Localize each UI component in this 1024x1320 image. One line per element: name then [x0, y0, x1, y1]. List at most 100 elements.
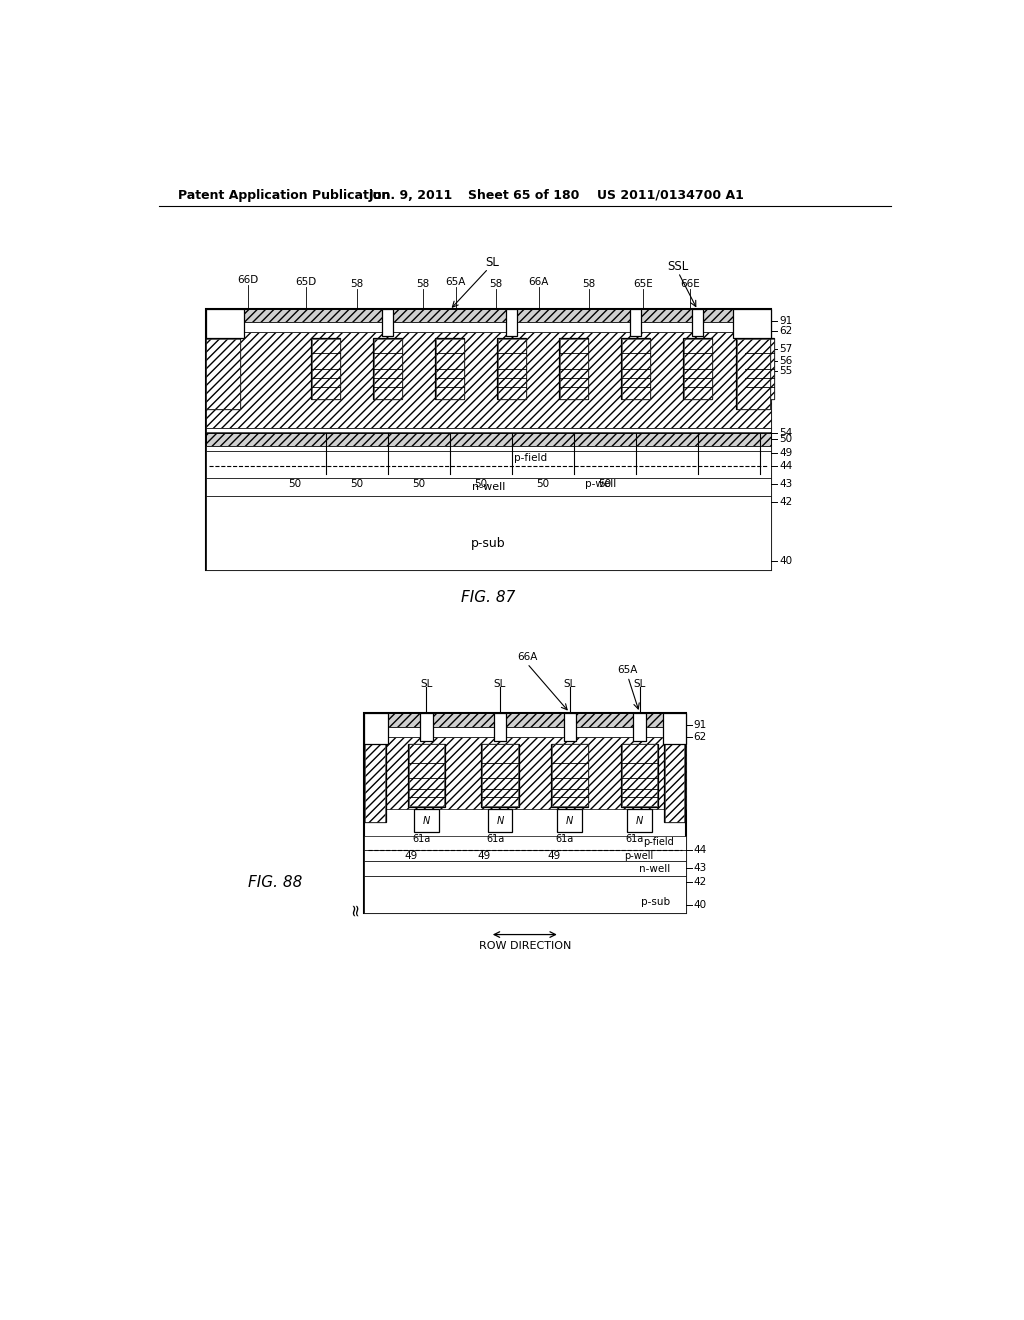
Bar: [206, 322, 771, 331]
Text: Jun. 9, 2011: Jun. 9, 2011: [369, 189, 453, 202]
Bar: [206, 309, 771, 570]
Text: 66A: 66A: [528, 277, 549, 286]
Text: N: N: [497, 816, 504, 825]
Text: 40: 40: [779, 556, 793, 566]
Bar: [206, 339, 240, 409]
Bar: [736, 338, 770, 409]
Bar: [621, 338, 650, 400]
Text: p-field: p-field: [643, 837, 674, 847]
Text: 61a: 61a: [626, 834, 644, 845]
Text: 91: 91: [693, 721, 707, 730]
Text: 65A: 65A: [617, 665, 638, 676]
Bar: [663, 713, 686, 743]
Bar: [373, 338, 402, 400]
Text: 43: 43: [693, 862, 707, 873]
Bar: [206, 309, 245, 338]
Text: 50: 50: [598, 479, 611, 488]
Bar: [365, 862, 686, 876]
Text: p-well: p-well: [624, 850, 653, 861]
Text: 58: 58: [350, 279, 364, 289]
Text: 56: 56: [779, 356, 793, 366]
Bar: [745, 339, 773, 399]
Text: p-sub: p-sub: [641, 898, 671, 907]
Bar: [622, 339, 649, 399]
Text: US 2011/0134700 A1: US 2011/0134700 A1: [597, 189, 744, 202]
Text: 61a: 61a: [413, 834, 431, 845]
Bar: [494, 713, 506, 742]
Bar: [414, 809, 438, 832]
Text: 62: 62: [693, 731, 707, 742]
Bar: [366, 744, 385, 822]
Bar: [552, 744, 588, 807]
Text: 58: 58: [416, 279, 429, 289]
Bar: [665, 743, 685, 822]
Text: SL: SL: [420, 678, 432, 689]
Bar: [622, 744, 657, 807]
Text: p-sub: p-sub: [471, 537, 506, 550]
Bar: [311, 338, 340, 400]
Bar: [365, 836, 686, 850]
Text: 40: 40: [693, 900, 707, 911]
Bar: [311, 339, 340, 399]
Bar: [627, 809, 652, 832]
Text: 50: 50: [474, 479, 487, 488]
Bar: [557, 809, 583, 832]
Bar: [365, 713, 388, 743]
Bar: [563, 713, 575, 742]
Bar: [365, 876, 686, 913]
Bar: [487, 809, 512, 832]
Text: n-well: n-well: [472, 482, 505, 492]
Text: 66D: 66D: [238, 276, 259, 285]
Text: 58: 58: [583, 279, 596, 289]
Bar: [497, 338, 526, 400]
Bar: [420, 713, 432, 742]
Bar: [206, 496, 771, 570]
Text: 44: 44: [693, 845, 707, 855]
Bar: [435, 339, 464, 399]
Text: SL: SL: [485, 256, 499, 269]
Bar: [732, 309, 771, 338]
Bar: [621, 743, 658, 807]
Text: 65D: 65D: [296, 277, 316, 286]
Text: 65A: 65A: [445, 277, 466, 286]
Bar: [206, 478, 771, 496]
Text: N: N: [636, 816, 643, 825]
Bar: [206, 338, 241, 409]
Text: ROW DIRECTION: ROW DIRECTION: [478, 941, 571, 952]
Bar: [374, 339, 401, 399]
Bar: [692, 309, 703, 335]
Text: 43: 43: [779, 479, 793, 490]
Bar: [683, 338, 713, 400]
Bar: [365, 738, 686, 809]
Bar: [365, 713, 686, 726]
Text: SL: SL: [563, 678, 575, 689]
Text: 42: 42: [779, 496, 793, 507]
Text: N: N: [566, 816, 573, 825]
Text: 50: 50: [536, 479, 549, 488]
Text: p-field: p-field: [514, 453, 548, 462]
Text: 65E: 65E: [634, 279, 653, 289]
Text: 66A: 66A: [517, 652, 538, 663]
Text: 91: 91: [779, 315, 793, 326]
Text: 49: 49: [478, 850, 492, 861]
Text: 44: 44: [779, 462, 793, 471]
Bar: [498, 339, 525, 399]
Text: 50: 50: [412, 479, 425, 488]
Text: n-well: n-well: [639, 863, 671, 874]
Bar: [409, 744, 444, 807]
Bar: [506, 309, 517, 335]
Text: 50: 50: [779, 434, 793, 445]
Bar: [408, 743, 445, 807]
Bar: [665, 744, 684, 822]
Bar: [365, 713, 686, 913]
Text: 49: 49: [779, 447, 793, 458]
Bar: [206, 331, 771, 428]
Text: 57: 57: [779, 345, 793, 354]
Text: 50: 50: [288, 479, 301, 488]
Text: ≈: ≈: [346, 902, 365, 916]
Bar: [559, 338, 589, 400]
Bar: [551, 743, 589, 807]
Bar: [206, 451, 771, 478]
Text: Sheet 65 of 180: Sheet 65 of 180: [468, 189, 579, 202]
Bar: [206, 428, 771, 432]
